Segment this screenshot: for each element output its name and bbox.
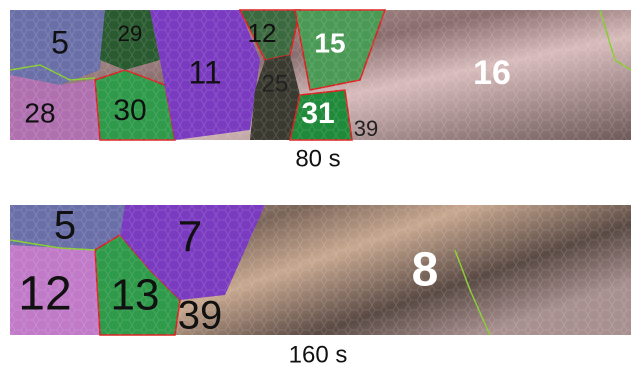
caption: 80 s — [295, 145, 340, 172]
region-label: 31 — [301, 97, 334, 130]
region-label: 29 — [118, 21, 142, 46]
hex-overlay — [10, 205, 631, 335]
region-label: 5 — [54, 204, 76, 248]
region-label: 8 — [412, 244, 439, 297]
caption: 160 s — [289, 341, 348, 368]
panel-160s: 160 s — [10, 205, 631, 368]
region-label: 12 — [248, 18, 277, 48]
region-label: 11 — [188, 54, 221, 90]
figure: 80 s 160 s 5 29 11 12 15 25 16 28 30 31 39 5 7 8 12 13 3… — [0, 0, 631, 371]
region-label: 25 — [262, 70, 289, 97]
region-label: 13 — [111, 271, 160, 320]
region-label: 7 — [178, 213, 202, 262]
region-label: 39 — [178, 294, 223, 338]
region-label: 12 — [18, 268, 71, 321]
region-label: 5 — [51, 24, 69, 60]
region-label: 28 — [24, 97, 55, 128]
region-label: 39 — [354, 116, 378, 141]
region-label: 15 — [314, 27, 345, 58]
region-label: 16 — [473, 54, 511, 92]
region-label: 30 — [113, 94, 146, 127]
